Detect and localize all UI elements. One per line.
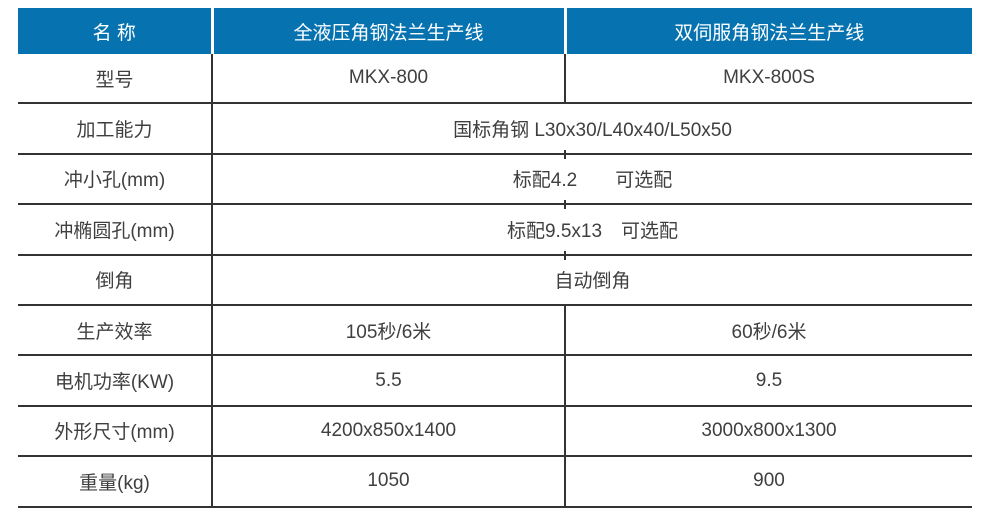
row-label-capacity: 加工能力: [18, 103, 213, 155]
cell-small-hole: 标配4.2 可选配: [212, 148, 972, 206]
table-row-capacity: 加工能力 国标角钢 L30x30/L40x40/L50x50: [18, 103, 972, 155]
header-name: 名 称: [18, 8, 212, 54]
table-row-weight: 重量(kg) 1050 900: [18, 456, 972, 508]
cell-model-2: MKX-800S: [564, 54, 972, 105]
spec-table: 名 称 全液压角钢法兰生产线 双伺服角钢法兰生产线 型号 MKX-800 MKX…: [18, 8, 972, 508]
table-row-chamfer: 倒角 自动倒角: [18, 249, 972, 306]
cell-motor-power-1: 5.5: [212, 355, 565, 407]
row-label-oval-hole: 冲椭圆孔(mm): [18, 204, 213, 256]
cell-dimensions-1: 4200x850x1400: [212, 405, 565, 458]
table-row-model: 型号 MKX-800 MKX-800S: [18, 54, 972, 105]
cell-motor-power-2: 9.5: [564, 355, 972, 407]
row-label-model: 型号: [18, 54, 213, 105]
cell-capacity: 国标角钢 L30x30/L40x40/L50x50: [212, 103, 972, 155]
header-row: 名 称 全液压角钢法兰生产线 双伺服角钢法兰生产线: [18, 8, 972, 54]
row-label-small-hole: 冲小孔(mm): [18, 153, 213, 206]
header-product-2: 双伺服角钢法兰生产线: [563, 8, 972, 54]
row-label-motor-power: 电机功率(KW): [18, 355, 213, 407]
table-row-small-hole: 冲小孔(mm) 标配4.2 可选配: [18, 148, 972, 206]
row-label-efficiency: 生产效率: [18, 304, 213, 357]
row-label-dimensions: 外形尺寸(mm): [18, 405, 213, 458]
cell-efficiency-1: 105秒/6米: [212, 304, 565, 357]
cell-model-1: MKX-800: [212, 54, 565, 105]
cell-weight-1: 1050: [212, 456, 565, 508]
cell-efficiency-2: 60秒/6米: [564, 304, 972, 357]
cell-weight-2: 900: [564, 456, 972, 508]
cell-dimensions-2: 3000x800x1300: [564, 405, 972, 458]
row-label-chamfer: 倒角: [18, 254, 213, 306]
table-row-efficiency: 生产效率 105秒/6米 60秒/6米: [18, 304, 972, 357]
table-row-dimensions: 外形尺寸(mm) 4200x850x1400 3000x800x1300: [18, 405, 972, 458]
table-row-motor-power: 电机功率(KW) 5.5 9.5: [18, 355, 972, 407]
cell-chamfer: 自动倒角: [212, 249, 972, 306]
header-product-1: 全液压角钢法兰生产线: [210, 8, 565, 54]
cell-oval-hole: 标配9.5x13 可选配: [212, 199, 972, 256]
row-label-weight: 重量(kg): [18, 456, 213, 508]
table-row-oval-hole: 冲椭圆孔(mm) 标配9.5x13 可选配: [18, 199, 972, 256]
